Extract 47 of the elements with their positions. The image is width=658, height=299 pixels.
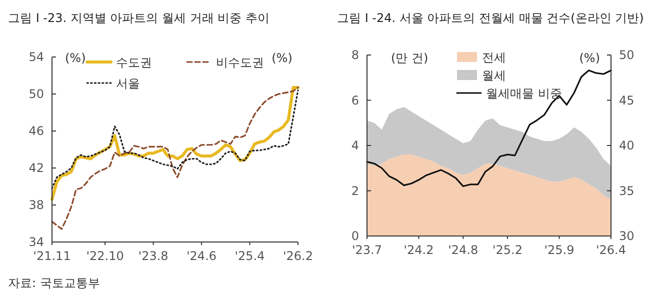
y-tick-label: 42 [28,161,44,175]
annotation: (%) [272,51,292,65]
y-tick-label: 38 [28,198,44,212]
y2-tick-label: 30 [619,229,634,243]
legend-item: 월세 [457,68,506,82]
y-tick-label: 4 [351,138,359,152]
y2-tick-label: 45 [619,93,634,108]
x-tick-label: '25.4 [234,249,265,263]
y-tick-label: 46 [28,124,44,138]
legend-label: 월세매물 비중 [486,86,562,100]
y2-axis-title: (%) [579,51,600,65]
y-tick-label: 8 [351,48,359,62]
y-axis-title: (%) [65,51,86,65]
y-tick-label: 0 [351,229,359,243]
y-tick-label: 50 [28,87,44,101]
legend-item: 서울 [86,76,140,90]
y2-tick-label: 35 [619,184,634,198]
x-tick-label: '23.8 [138,249,168,263]
x-tick-label: '23.7 [352,243,382,257]
legend-label: 비수도권 [216,56,264,70]
chart-title: 그림 I -23. 지역별 아파트의 월세 거래 비중 추이 [8,11,270,25]
legend-item: 수도권 [86,56,152,70]
legend-label: 수도권 [116,56,152,70]
x-tick-label: '24.2 [404,243,434,257]
x-tick-label: '24.6 [186,249,217,263]
x-tick-label: '22.10 [86,249,124,263]
x-tick-label: '25.2 [492,243,522,257]
legend-label: 전세 [482,50,506,64]
chart-title: 그림 I -24. 서울 아파트의 전월세 매물 건수(온라인 기반) [337,11,644,25]
y-axis-title: (만 건) [391,51,428,65]
x-tick-label: '26.4 [596,243,626,257]
y-tick-label: 6 [351,93,359,108]
legend-item: 월세매물 비중 [456,86,562,100]
x-tick-label: '26.2 [282,249,314,263]
y2-tick-label: 40 [619,138,634,152]
y-tick-label: 54 [28,50,44,64]
legend-label: 월세 [482,68,506,82]
text: 자료: 국토교통부 [8,276,100,290]
x-tick-label: '21.11 [33,249,71,263]
x-tick-label: '24.8 [448,243,478,257]
x-tick-label: '25.9 [544,243,574,257]
legend-item: 전세 [457,50,506,64]
legend-item: 비수도권 [186,56,264,70]
y2-tick-label: 50 [619,48,634,62]
legend-label: 서울 [116,76,140,90]
y-tick-label: 2 [351,184,359,198]
y-tick-label: 34 [28,235,44,249]
